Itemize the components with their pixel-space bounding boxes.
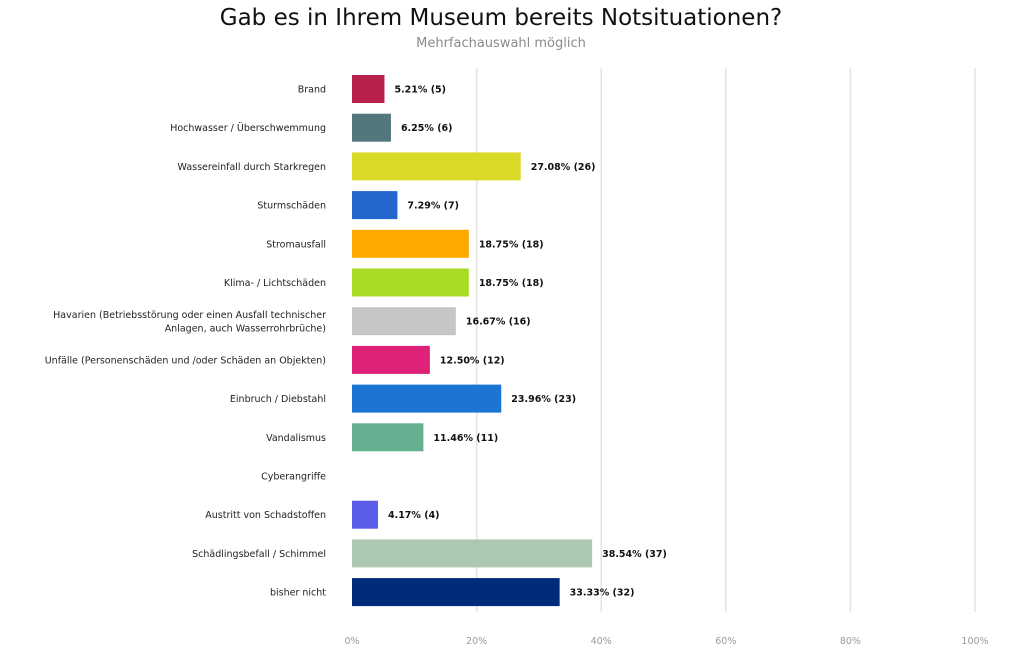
category-label: Klima- / Lichtschäden — [224, 278, 326, 289]
data-label: 11.46% (11) — [433, 433, 498, 444]
data-label: 4.17% (4) — [388, 510, 440, 521]
category-label: Sturmschäden — [257, 201, 326, 212]
gridlines — [475, 68, 976, 612]
category-label-line: Havarien (Betriebsstörung oder einen Aus… — [53, 310, 326, 321]
category-label-line: Stromausfall — [266, 239, 326, 250]
bar — [352, 539, 593, 568]
chart-title: Gab es in Ihrem Museum bereits Notsituat… — [219, 5, 783, 31]
category-label-line: Unfälle (Personenschäden und /oder Schäd… — [45, 355, 326, 366]
bar — [352, 75, 385, 103]
category-label-line: Hochwasser / Überschwemmung — [170, 123, 326, 134]
category-label-line: Sturmschäden — [257, 201, 326, 212]
data-label: 23.96% (23) — [511, 394, 576, 405]
category-label: Stromausfall — [266, 239, 326, 250]
category-label: Brand — [298, 85, 326, 96]
bar — [352, 307, 456, 336]
x-tick-label: 80% — [840, 636, 861, 647]
data-label: 12.50% (12) — [440, 355, 505, 366]
bar — [352, 578, 560, 607]
category-label: Schädlingsbefall / Schimmel — [192, 549, 326, 560]
bars — [352, 75, 593, 607]
category-labels: Brand Hochwasser / Überschwemmung Wasserei… — [45, 85, 327, 599]
category-label: Havarien (Betriebsstörung oder einen Aus… — [53, 310, 326, 335]
category-label: Wassereinfall durch Starkregen — [178, 162, 326, 173]
value-labels: 5.21% (5) 6.25% (6) 27.08% (26) 7.29% (7) 18… — [388, 85, 667, 599]
bar — [352, 152, 521, 181]
data-label: 33.33% (32) — [570, 588, 635, 599]
category-label-line: Wassereinfall durch Starkregen — [178, 162, 326, 173]
data-label: 16.67% (16) — [466, 317, 531, 328]
chart-subtitle: Mehrfachauswahl möglich — [416, 36, 586, 51]
category-label-line: Klima- / Lichtschäden — [224, 278, 326, 289]
x-tick-label: 100% — [961, 636, 988, 647]
category-label-line: Brand — [298, 85, 326, 96]
x-tick-label: 40% — [591, 636, 612, 647]
bar — [352, 423, 424, 452]
x-axis-ticks: 0% 20% 40% 60% 80% 100% — [344, 636, 988, 647]
bar — [352, 384, 502, 413]
category-label: Einbruch / Diebstahl — [230, 394, 326, 405]
category-label-line: Cyberangriffe — [261, 472, 326, 483]
category-label: Austritt von Schadstoffen — [205, 510, 326, 521]
bar — [352, 268, 469, 297]
category-label: Vandalismus — [266, 433, 326, 444]
category-label: Cyberangriffe — [261, 472, 326, 483]
x-tick-label: 20% — [466, 636, 487, 647]
data-label: 5.21% (5) — [394, 85, 446, 96]
category-label-line: Austritt von Schadstoffen — [205, 510, 326, 521]
bar — [352, 191, 398, 220]
data-label: 27.08% (26) — [531, 162, 596, 173]
data-label: 18.75% (18) — [479, 278, 544, 289]
x-tick-label: 0% — [344, 636, 359, 647]
data-label: 7.29% (7) — [407, 201, 459, 212]
category-label: Hochwasser / Überschwemmung — [170, 123, 326, 134]
x-tick-label: 60% — [715, 636, 736, 647]
data-label: 18.75% (18) — [479, 239, 544, 250]
category-label: bisher nicht — [270, 588, 326, 599]
bar — [352, 500, 378, 529]
category-label-line: Anlagen, auch Wasserrohrbrüche) — [165, 323, 326, 334]
category-label-line: Einbruch / Diebstahl — [230, 394, 326, 405]
data-label: 38.54% (37) — [602, 549, 667, 560]
data-label: 6.25% (6) — [401, 123, 453, 134]
category-label: Unfälle (Personenschäden und /oder Schäd… — [45, 355, 326, 366]
bar — [352, 345, 430, 374]
category-label-line: bisher nicht — [270, 588, 326, 599]
bar — [352, 113, 391, 142]
category-label-line: Vandalismus — [266, 433, 326, 444]
bar — [352, 229, 469, 258]
category-label-line: Schädlingsbefall / Schimmel — [192, 549, 326, 560]
